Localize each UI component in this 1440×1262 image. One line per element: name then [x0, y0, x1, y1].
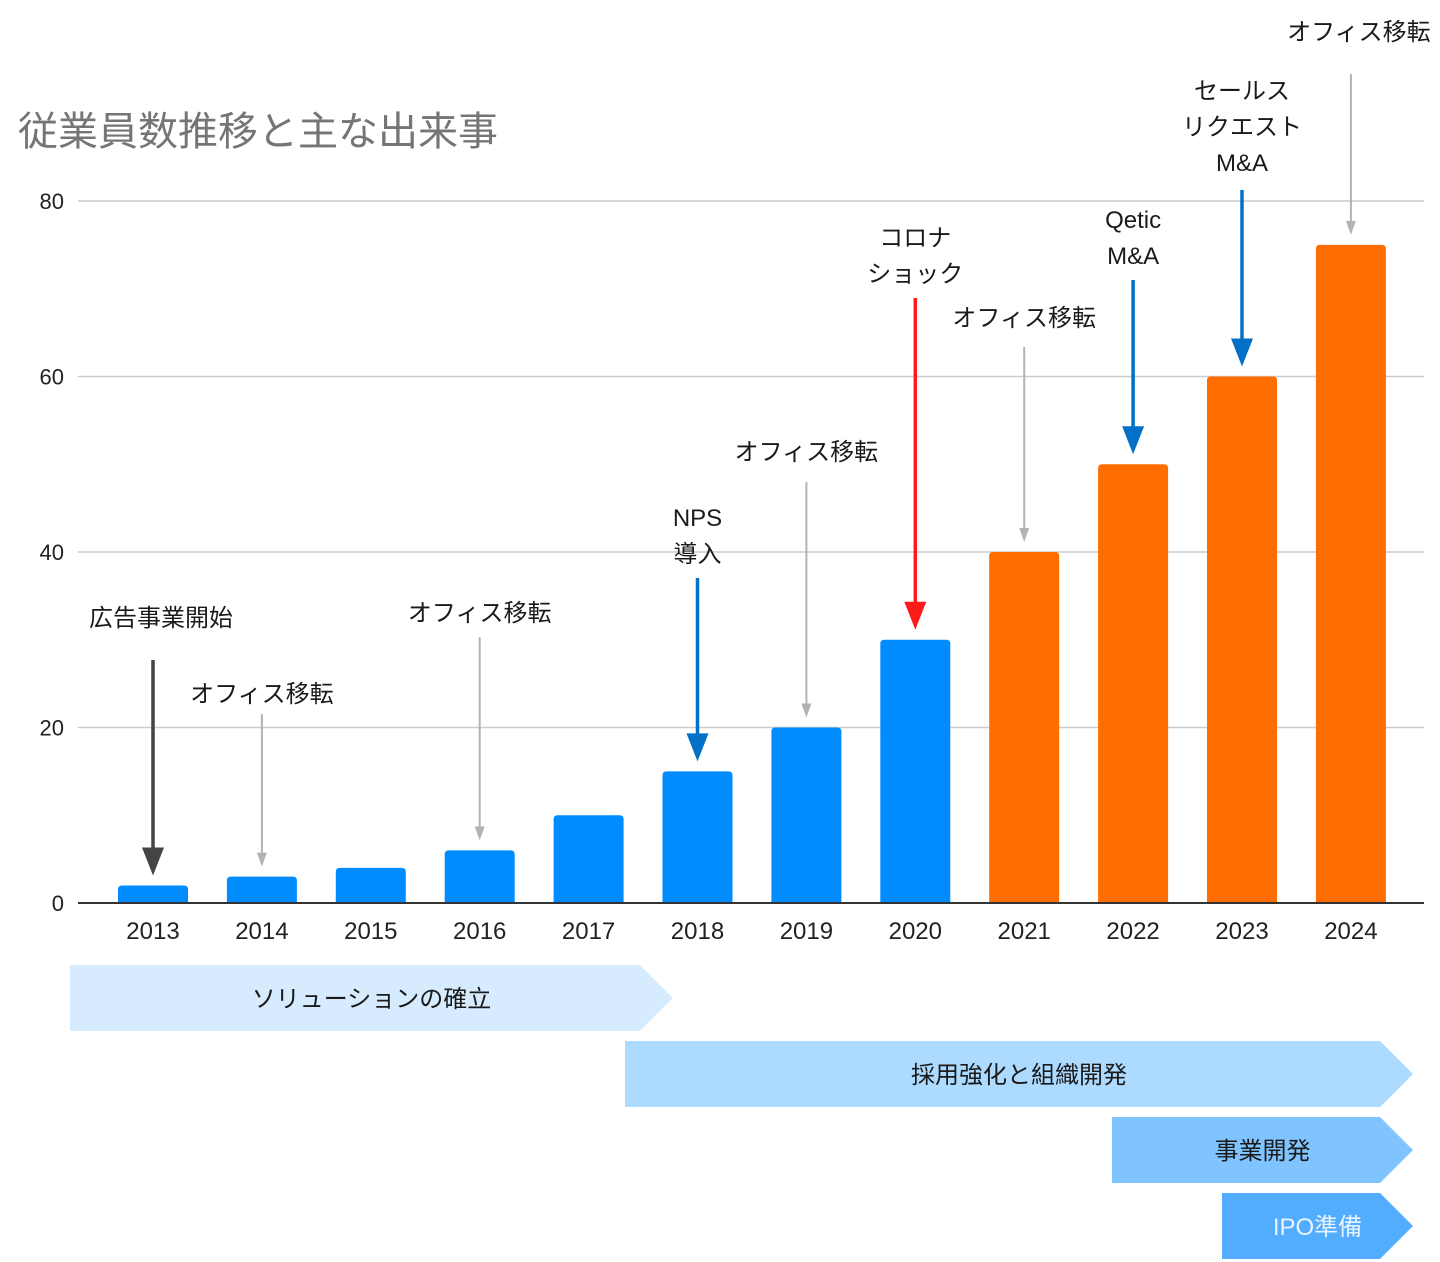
arrow-head-icon [1019, 528, 1030, 542]
phase-arrow-shape [70, 965, 673, 1031]
x-tick-label: 2019 [780, 918, 833, 945]
annotation-2021: オフィス移転 [952, 305, 1096, 542]
arrow-head-icon [801, 703, 812, 718]
bar-2020 [880, 639, 951, 903]
annotation-label: コロナ [879, 225, 951, 252]
x-tick-label: 2015 [344, 918, 397, 945]
x-tick-label: 2016 [453, 918, 506, 945]
event-annotations: 広告事業開始オフィス移転オフィス移転NPS導入オフィス移転コロナショックオフィス… [89, 19, 1431, 876]
x-tick-label: 2020 [889, 918, 942, 945]
phase-3: 事業開発 [1112, 1117, 1413, 1183]
y-tick-label: 20 [40, 716, 64, 741]
y-tick-label: 80 [40, 189, 64, 214]
y-axis-ticks: 0 20 40 60 80 [40, 189, 64, 916]
x-tick-label: 2022 [1106, 918, 1159, 945]
phase-1: ソリューションの確立 [70, 965, 673, 1031]
annotation-label: オフィス移転 [190, 681, 334, 708]
annotation-2014: オフィス移転 [190, 681, 334, 867]
phase-label: IPO準備 [1273, 1214, 1362, 1241]
arrow-head-icon [1122, 426, 1145, 455]
annotation-label: M&A [1107, 243, 1159, 270]
phase-arrow-shape [625, 1041, 1413, 1107]
bar-2017 [553, 815, 624, 903]
annotation-label: オフィス移転 [735, 439, 879, 466]
annotation-label: セールス [1194, 78, 1290, 105]
x-tick-label: 2013 [126, 918, 179, 945]
bar-2016 [444, 850, 515, 903]
phase-label: ソリューションの確立 [252, 986, 492, 1013]
phase-arrow-shape [1222, 1193, 1413, 1259]
gridlines [78, 200, 1424, 729]
bar-2014 [226, 876, 297, 903]
y-tick-label: 40 [40, 540, 64, 565]
annotation-label: 広告事業開始 [89, 605, 233, 632]
x-tick-label: 2024 [1324, 918, 1377, 945]
bars [118, 244, 1386, 903]
bar-2018 [662, 771, 733, 903]
annotation-label: オフィス移転 [952, 305, 1096, 332]
bar-2015 [335, 867, 406, 903]
x-tick-label: 2023 [1215, 918, 1268, 945]
arrow-head-icon [142, 847, 164, 876]
annotation-2019: オフィス移転 [735, 439, 879, 718]
bar-2019 [771, 727, 842, 903]
y-tick-label: 0 [52, 891, 64, 916]
x-tick-label: 2021 [998, 918, 1051, 945]
annotation-label: オフィス移転 [1287, 19, 1431, 46]
x-axis-ticks: 2013 2014 2015 2016 2017 2018 2019 2020 2021 2022… [126, 918, 1377, 945]
annotation-2022: Qetic M&A [1105, 207, 1161, 455]
bar-2024 [1315, 244, 1386, 903]
phase-2: 採用強化と組織開発 [625, 1041, 1413, 1107]
bar-2022 [1098, 464, 1169, 903]
phase-arrow-shape [1112, 1117, 1413, 1183]
x-tick-label: 2018 [671, 918, 724, 945]
bar-2013 [118, 885, 188, 903]
annotation-2016: オフィス移転 [408, 600, 552, 841]
annotation-label: リクエスト [1182, 114, 1302, 141]
arrow-head-icon [474, 826, 485, 841]
bar-2021 [989, 552, 1060, 903]
annotation-2018: NPS 導入 [673, 505, 722, 762]
arrow-head-icon [686, 733, 709, 762]
phase-label: 採用強化と組織開発 [911, 1062, 1127, 1089]
arrow-head-icon [904, 601, 927, 630]
x-tick-label: 2014 [235, 918, 288, 945]
annotation-label: M&A [1216, 150, 1268, 177]
annotation-label: 導入 [674, 541, 722, 568]
phase-4: IPO準備 [1222, 1193, 1413, 1259]
chart-title: 従業員数推移と主な出来事 [18, 110, 498, 154]
y-tick-label: 60 [40, 365, 64, 390]
bar-2023 [1207, 376, 1277, 903]
arrow-head-icon [256, 852, 267, 867]
annotation-label: ショック [867, 261, 963, 288]
annotation-2024: オフィス移転 [1287, 19, 1431, 235]
annotation-label: NPS [673, 505, 722, 532]
annotation-label: オフィス移転 [408, 600, 552, 627]
annotation-label: Qetic [1105, 207, 1161, 234]
arrow-head-icon [1231, 338, 1253, 367]
x-tick-label: 2017 [562, 918, 615, 945]
annotation-2013: 広告事業開始 [89, 605, 233, 876]
phase-label: 事業開発 [1215, 1138, 1311, 1165]
arrow-head-icon [1345, 220, 1356, 235]
